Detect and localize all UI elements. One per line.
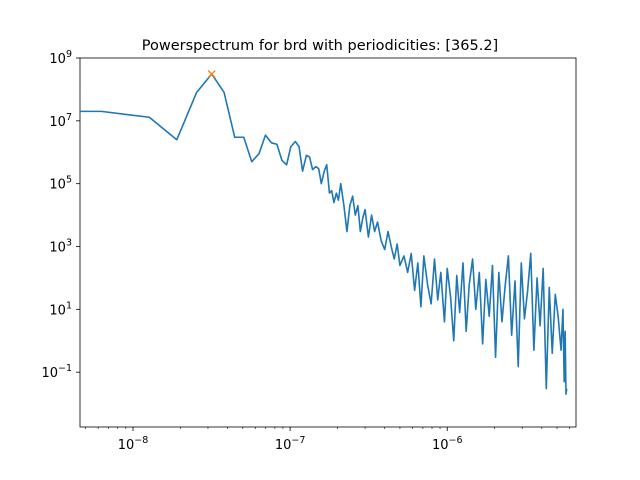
y-tick-label: 10−1: [41, 363, 72, 381]
y-tick-label: 105: [49, 175, 72, 193]
plot-area: [80, 70, 568, 395]
axes: 10−8 10−7 10−6 109 107 105 103 101 10−1: [41, 49, 570, 453]
plot-frame: [79, 57, 577, 428]
y-tick-label: 107: [49, 112, 72, 130]
x-tick-label: 10−6: [432, 435, 463, 453]
chart-title: Powerspectrum for brd with periodicities…: [142, 38, 498, 54]
y-tick-label: 103: [49, 238, 72, 256]
y-tick-label: 109: [49, 49, 72, 67]
series-line: [80, 73, 568, 395]
x-tick-label: 10−8: [118, 435, 149, 453]
peak-marker: [207, 70, 216, 78]
y-tick-label: 101: [49, 300, 72, 318]
x-tick-label: 10−7: [275, 435, 306, 453]
